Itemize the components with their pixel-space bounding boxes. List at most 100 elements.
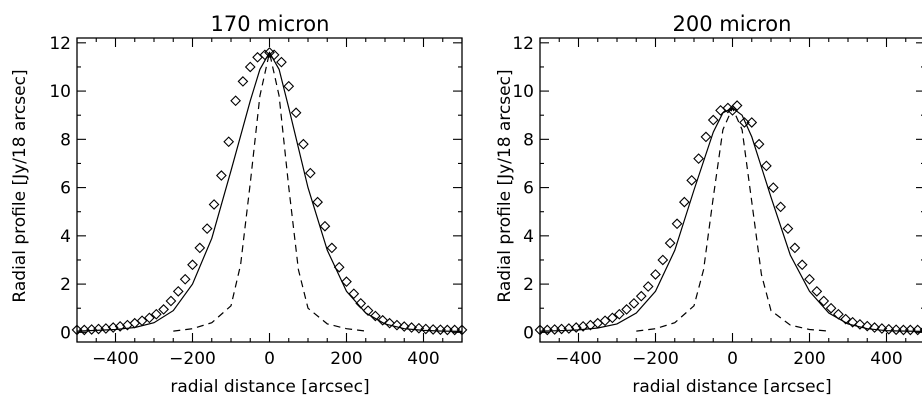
x-axis-label: radial distance [arcsec]	[632, 377, 831, 397]
x-tick-label: −200	[169, 349, 216, 369]
data-point	[613, 308, 625, 320]
data-point	[722, 102, 734, 114]
data-point	[326, 242, 338, 254]
data-point	[700, 131, 712, 143]
data-point	[671, 218, 683, 230]
panel-200-micron: 200 micron radial distance [arcsec] Radi…	[495, 12, 922, 397]
dashed-profile-line	[173, 52, 366, 332]
dashed-profile-line	[636, 106, 829, 332]
data-point	[290, 107, 302, 119]
y-tick-label: 12	[512, 34, 534, 54]
y-tick-label: 4	[523, 227, 534, 247]
chart-title: 200 micron	[673, 12, 792, 36]
data-point	[650, 269, 661, 280]
data-point	[825, 302, 837, 314]
data-point	[391, 319, 403, 331]
data-point	[739, 117, 750, 128]
data-point	[230, 95, 241, 107]
data-point	[304, 167, 316, 179]
data-point	[796, 259, 808, 271]
data-point	[621, 304, 633, 315]
x-tick-label: 400	[407, 349, 439, 369]
data-point	[890, 324, 902, 336]
y-tick-label: 4	[60, 227, 71, 247]
data-point	[276, 56, 287, 68]
data-point	[144, 312, 155, 324]
x-tick-label: −400	[555, 349, 602, 369]
data-point	[449, 324, 461, 336]
y-tick-label: 10	[49, 82, 71, 102]
data-point	[628, 298, 640, 309]
data-point	[208, 199, 220, 210]
data-point	[427, 324, 439, 335]
data-point	[298, 138, 309, 150]
data-point	[71, 324, 83, 336]
y-axis-label: Radial profile [Jy/18 arcsec]	[10, 69, 30, 302]
y-tick-label: 0	[60, 323, 71, 343]
data-point	[398, 321, 410, 332]
data-point	[179, 273, 191, 285]
data-point	[187, 259, 198, 271]
chart-title: 170 micron	[211, 12, 330, 36]
x-axis-label: radial distance [arcsec]	[170, 377, 369, 397]
data-point	[264, 47, 275, 58]
plot-frame	[539, 37, 922, 343]
solid-profile-line	[539, 107, 922, 332]
data-point	[782, 223, 794, 234]
y-tick-label: 8	[523, 130, 534, 150]
data-point	[215, 170, 227, 181]
y-tick-label: 2	[523, 275, 534, 295]
data-point	[861, 320, 873, 332]
data-point	[312, 196, 324, 208]
data-point	[172, 285, 184, 297]
data-point	[158, 304, 170, 315]
data-point	[657, 254, 669, 266]
x-tick-label: 200	[330, 349, 362, 369]
data-point	[384, 317, 395, 329]
data-point	[319, 220, 331, 232]
data-point	[840, 313, 852, 325]
data-point	[150, 308, 162, 320]
data-point	[832, 308, 844, 320]
x-tick-label: 200	[793, 349, 825, 369]
data-point	[369, 310, 381, 322]
data-point	[413, 322, 425, 334]
y-tick-label: 12	[49, 34, 71, 54]
data-point	[165, 295, 177, 307]
y-tick-label: 2	[60, 275, 71, 295]
data-point	[435, 324, 446, 336]
data-point	[283, 80, 295, 92]
y-tick-label: 8	[60, 130, 71, 150]
data-point	[904, 324, 916, 336]
data-point	[753, 138, 765, 150]
data-point	[406, 322, 417, 333]
data-point	[912, 324, 922, 336]
data-point	[664, 237, 676, 249]
data-point	[731, 100, 743, 111]
y-tick-label: 10	[512, 82, 534, 102]
data-point	[686, 174, 698, 186]
data-point	[441, 324, 453, 336]
data-point	[194, 242, 206, 254]
data-point	[693, 153, 704, 165]
x-tick-label: 0	[727, 349, 738, 369]
y-tick-label: 6	[60, 179, 71, 199]
data-point	[420, 323, 432, 335]
data-point	[854, 319, 866, 330]
data-point	[237, 76, 249, 87]
x-tick-label: 400	[870, 349, 902, 369]
y-axis-label: Radial profile [Jy/18 arcsec]	[495, 69, 515, 302]
data-point	[707, 114, 719, 126]
data-point	[599, 315, 611, 327]
data-point	[377, 314, 389, 326]
data-point	[818, 295, 830, 307]
x-tick-label: −200	[632, 349, 679, 369]
data-point	[244, 61, 256, 73]
x-tick-label: 0	[264, 349, 275, 369]
y-tick-label: 6	[523, 179, 534, 199]
data-point	[869, 322, 880, 333]
plot-frame	[76, 37, 463, 343]
data-point	[883, 323, 895, 335]
data-point	[678, 196, 690, 208]
